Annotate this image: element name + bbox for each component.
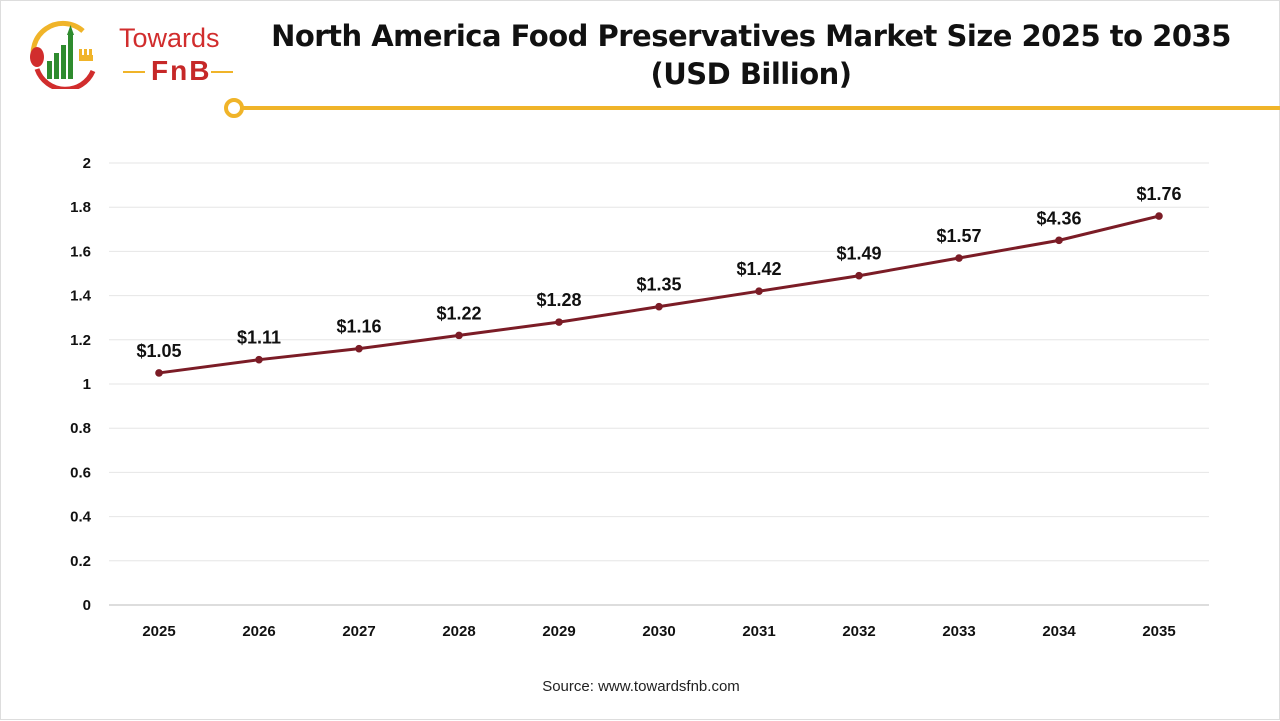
y-tick-label: 0.6 xyxy=(70,464,91,481)
data-point xyxy=(255,355,263,364)
y-tick-label: 2 xyxy=(83,155,91,172)
x-tick-label: 2035 xyxy=(1142,623,1175,640)
data-point xyxy=(155,369,163,377)
y-tick-label: 1.2 xyxy=(70,332,91,349)
data-point xyxy=(455,331,463,340)
data-point xyxy=(955,254,963,262)
data-label: $1.57 xyxy=(936,226,981,246)
data-label: $1.49 xyxy=(836,244,881,264)
source-note: Source: www.towardsfnb.com xyxy=(542,678,740,695)
data-point xyxy=(355,344,363,353)
x-tick-label: 2032 xyxy=(842,623,875,640)
logo-text-fnb: FnB xyxy=(151,55,212,86)
y-tick-label: 1.6 xyxy=(70,243,91,260)
logo-icon xyxy=(30,20,96,92)
x-tick-label: 2025 xyxy=(142,623,175,640)
y-tick-label: 0 xyxy=(83,597,91,614)
y-tick-label: 1.4 xyxy=(70,288,92,305)
data-point xyxy=(855,271,863,280)
x-tick-label: 2031 xyxy=(742,623,775,640)
data-label: $1.22 xyxy=(436,303,481,323)
y-tick-label: 1.8 xyxy=(70,199,91,216)
data-point xyxy=(755,287,763,295)
title-main: North America Food Preservatives Market … xyxy=(271,19,1231,53)
x-tick-label: 2029 xyxy=(542,623,575,640)
data-label: $1.35 xyxy=(636,275,681,295)
x-tick-label: 2030 xyxy=(642,623,675,640)
x-tick-label: 2033 xyxy=(942,623,975,640)
y-tick-label: 1 xyxy=(83,376,91,393)
data-point xyxy=(555,318,563,326)
x-tick-label: 2026 xyxy=(242,623,275,640)
logo-divider xyxy=(211,71,233,73)
x-tick-label: 2027 xyxy=(342,623,375,640)
data-label: $1.11 xyxy=(237,328,281,348)
data-point xyxy=(655,302,663,311)
accent-dot xyxy=(224,98,244,118)
logo-text-towards: Towards xyxy=(119,23,220,53)
x-tick-label: 2034 xyxy=(1042,623,1076,640)
logo: Towards FnB xyxy=(23,19,233,92)
y-tick-label: 0.4 xyxy=(70,509,92,526)
data-point xyxy=(1055,236,1063,245)
logo-divider xyxy=(123,71,145,73)
x-tick-label: 2028 xyxy=(442,623,475,640)
data-label: $1.28 xyxy=(536,290,581,310)
data-label: $1.16 xyxy=(336,317,381,337)
data-label: $1.05 xyxy=(136,341,181,361)
y-tick-label: 0.8 xyxy=(70,420,91,437)
y-tick-label: 0.2 xyxy=(70,553,91,570)
data-label: $1.42 xyxy=(736,259,781,279)
chart-title: North America Food Preservatives Market … xyxy=(251,17,1251,93)
data-label: $1.76 xyxy=(1136,184,1181,204)
data-point xyxy=(1155,212,1163,220)
data-label: $4.36 xyxy=(1036,208,1081,228)
title-sub: (USD Billion) xyxy=(650,57,852,91)
